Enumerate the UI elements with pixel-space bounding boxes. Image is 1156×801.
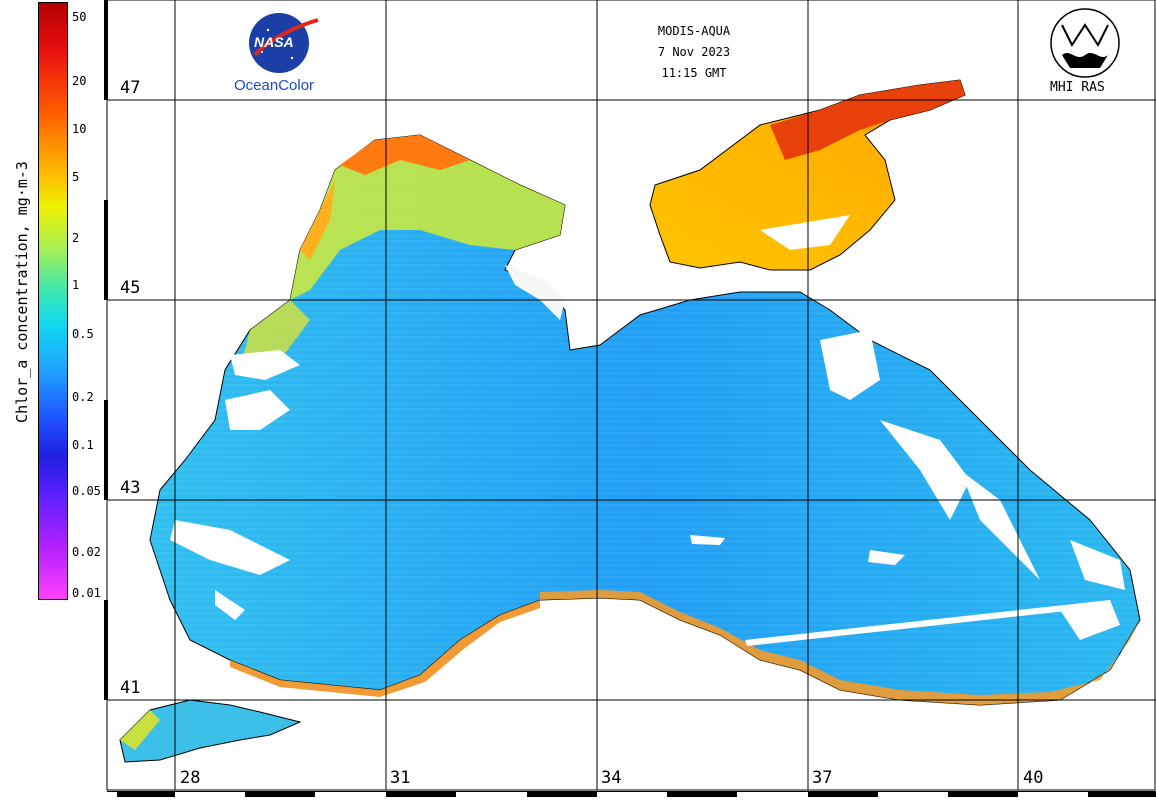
lon-label: 28 [180,768,201,788]
swath-gap [745,600,1112,646]
colorbar-title: Chlor_a concentration, mg·m-3 [13,161,31,423]
lat-label: 41 [120,678,141,698]
colorbar-tick: 20 [72,74,87,88]
colorbar-tick: 0.1 [72,438,94,452]
nasa-text: NASA [254,34,294,50]
colorbar-tick: 0.02 [72,545,101,559]
left-scale [104,0,108,700]
colorbar-tick: 0.01 [72,586,101,600]
colorbar-tick: 50 [72,10,87,24]
time-label: 11:15 GMT [661,66,727,80]
lat-label: 47 [120,78,141,98]
mhi-logo [1050,8,1120,78]
colorbar-tick: 2 [72,231,80,245]
colorbar-tick: 0.5 [72,327,94,341]
lon-label: 37 [812,768,833,788]
lat-label: 43 [120,478,141,498]
mhi-label: MHI RAS [1050,80,1105,95]
colorbar-tick: 10 [72,122,87,136]
lat-label: 45 [120,278,141,298]
graticule [107,0,1156,790]
lon-label: 34 [601,768,622,788]
bottom-scale [107,791,1156,797]
cloud-mask [170,330,1125,640]
colorbar-tick: 0.05 [72,484,101,498]
lon-label: 31 [390,768,411,788]
nasa-logo [249,13,319,73]
colorbar-tick: 5 [72,170,80,184]
sensor-label: MODIS-AQUA [657,24,731,38]
nw-shelf-high-chl [290,135,565,300]
colorbar-tick: 1 [72,278,80,292]
colorbar-tick: 0.2 [72,390,94,404]
colorbar [38,2,68,600]
date-label: 7 Nov 2023 [657,45,731,59]
sea-of-marmara [119,699,302,763]
oceancolor-label: OceanColor [234,77,315,94]
lon-label: 40 [1023,768,1044,788]
